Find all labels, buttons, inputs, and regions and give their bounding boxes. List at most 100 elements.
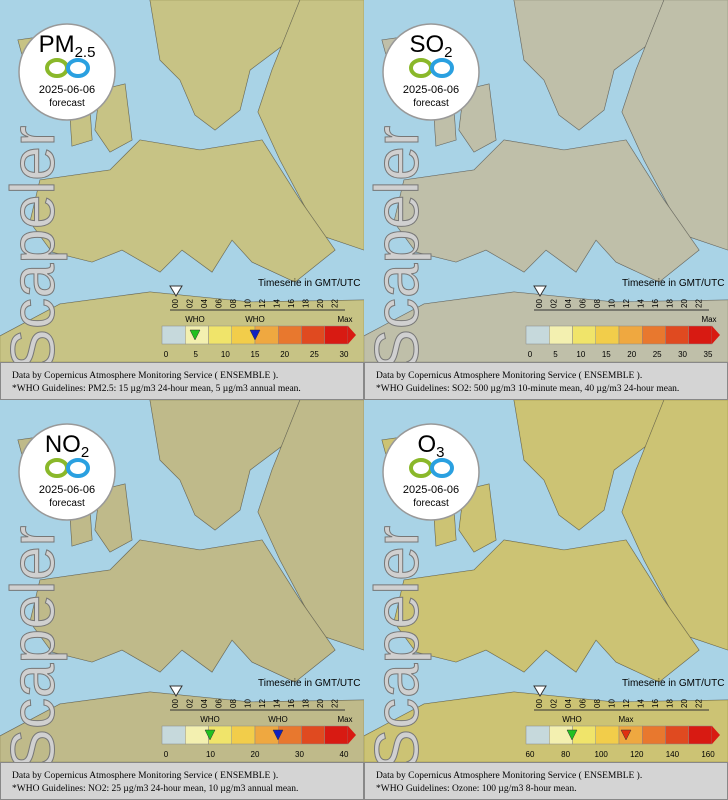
hour-label: 00 (535, 299, 544, 308)
hour-label: 14 (273, 699, 282, 708)
marker-label: WHO (562, 715, 582, 724)
pollutant-subscript: 2.5 (75, 44, 96, 61)
footer-line: *WHO Guidelines: Ozone: 100 µg/m3 8-hour… (376, 784, 576, 794)
hour-label: 02 (550, 299, 559, 308)
scale-label: 20 (627, 350, 636, 359)
legend-cell (208, 325, 232, 345)
legend-cell (642, 725, 666, 745)
legend-cell (185, 725, 209, 745)
hour-label: 12 (258, 299, 267, 308)
scale-label: 0 (528, 350, 533, 359)
legend-cell (549, 725, 573, 745)
scale-label: 20 (280, 350, 289, 359)
hour-label: 04 (200, 699, 209, 708)
legend-cell (549, 325, 573, 345)
hour-label: 08 (229, 699, 238, 708)
hour-label: 06 (215, 299, 224, 308)
hour-label: 10 (608, 299, 617, 308)
pollutant: NO (45, 431, 81, 458)
footer-line: Data by Copernicus Atmosphere Monitoring… (12, 370, 278, 381)
legend-cell (278, 725, 302, 745)
scale-label: 60 (526, 750, 535, 759)
hour-label: 22 (331, 299, 340, 308)
scale-label: 30 (295, 750, 304, 759)
marker (189, 329, 201, 341)
now-marker (533, 685, 547, 697)
pollutant-title: O3 (417, 431, 444, 461)
land-tint (258, 400, 364, 650)
hour-label: 14 (637, 299, 646, 308)
scale-label: 10 (576, 350, 585, 359)
legend-arrow (348, 726, 356, 744)
pollutant: PM (39, 31, 75, 58)
hour-label: 20 (316, 299, 325, 308)
scale-label: 35 (704, 350, 713, 359)
land-tint (622, 400, 728, 650)
now-marker (169, 285, 183, 297)
land-tint (394, 540, 699, 682)
land-tint (394, 140, 699, 282)
hour-label: 16 (651, 699, 660, 708)
legend-cell (525, 725, 550, 745)
pollutant-subscript: 3 (436, 444, 444, 461)
scale-label: 40 (340, 750, 349, 759)
scale-label: 5 (553, 350, 558, 359)
scale-label: 15 (251, 350, 260, 359)
footer (0, 762, 364, 800)
scale-label: 140 (666, 750, 680, 759)
pollutant-subscript: 2 (444, 44, 452, 61)
scale-label: 0 (164, 350, 169, 359)
scale-label: 20 (251, 750, 260, 759)
pollutant-title: PM2.5 (39, 31, 96, 61)
footer-line: Data by Copernicus Atmosphere Monitoring… (376, 770, 642, 781)
legend-cell (161, 325, 186, 345)
timeserie-label: Timeserie in GMT/UTC (258, 678, 360, 689)
logo-right (66, 58, 90, 78)
hour-label: 16 (651, 299, 660, 308)
brand: Scapeler (364, 126, 432, 371)
date: 2025-06-06 (403, 484, 459, 496)
forecast: forecast (49, 98, 85, 109)
scale-label: 100 (595, 750, 609, 759)
land-tint (150, 400, 300, 530)
hour-label: 10 (244, 299, 253, 308)
hour-label: 08 (593, 699, 602, 708)
brand: Scapeler (0, 526, 68, 771)
brand: Scapeler (0, 126, 68, 371)
hour-label: 22 (331, 699, 340, 708)
hour-label: 02 (550, 699, 559, 708)
legend-cell (231, 725, 256, 745)
hour-label: 08 (593, 299, 602, 308)
land-tint (622, 0, 728, 250)
marker-label: WHO (185, 315, 205, 324)
legend-cell (618, 725, 643, 745)
map-panel: SO2 2025-06-06 forecast Scapeler Timeserie i… (364, 0, 728, 400)
pollutant-title: SO2 (409, 31, 452, 61)
hour-label: 00 (171, 299, 180, 308)
scale-label: 5 (193, 350, 198, 359)
pollutant-title: NO2 (45, 431, 89, 461)
hour-label: 14 (273, 299, 282, 308)
marker-label: Max (337, 315, 352, 324)
hour-label: 16 (287, 699, 296, 708)
hour-label: 00 (535, 699, 544, 708)
map-panel: O3 2025-06-06 forecast Scapeler Timeserie in… (364, 400, 728, 800)
scale-label: 25 (653, 350, 662, 359)
scale-label: 80 (561, 750, 570, 759)
hour-label: 02 (186, 699, 195, 708)
legend-cell (665, 725, 689, 745)
footer-line: *WHO Guidelines: SO2: 500 µg/m3 10-minut… (376, 384, 679, 394)
scale-label: 10 (206, 750, 215, 759)
legend-cell (301, 325, 325, 345)
hour-label: 04 (200, 299, 209, 308)
date: 2025-06-06 (39, 484, 95, 496)
hour-label: 06 (579, 299, 588, 308)
scale-label: 10 (221, 350, 230, 359)
land-tint (30, 140, 335, 282)
timeserie-label: Timeserie in GMT/UTC (622, 678, 724, 689)
logo-right (430, 458, 454, 478)
footer-line: *WHO Guidelines: NO2: 25 µg/m3 24-hour m… (12, 784, 298, 794)
scale-label: 15 (602, 350, 611, 359)
marker-label: Max (337, 715, 352, 724)
